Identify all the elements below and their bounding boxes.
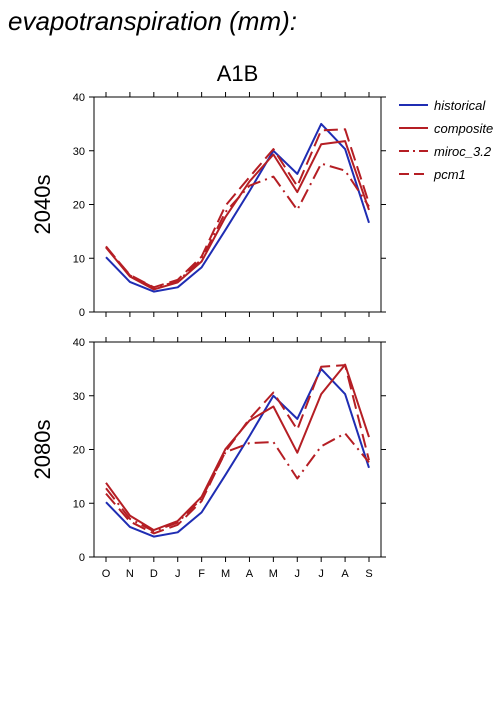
x-tick-label: M <box>221 568 230 580</box>
series-line-historical <box>105 122 370 293</box>
series-line-pcm1 <box>105 128 370 289</box>
page-title: evapotranspiration (mm): <box>8 6 297 36</box>
legend-label-historical: historical <box>434 98 486 113</box>
scenario-title: A1B <box>217 61 259 86</box>
x-tick-label: A <box>341 568 349 580</box>
x-tick-label: J <box>318 568 324 580</box>
y-tick-label: 30 <box>73 391 85 403</box>
chart-panels: 0 10 20 30 40 2040s A1B 0 10 20 30 40 O N D J F M A M J J A S 20… <box>30 61 386 580</box>
y-tick-label: 20 <box>73 200 85 212</box>
panel-ylabel: 2040s <box>30 175 55 235</box>
y-tick-label: 10 <box>73 498 85 510</box>
chart-panel-2080s: 0 10 20 30 40 O N D J F M A M J J A S 2080s <box>30 337 386 580</box>
x-tick-label: M <box>269 568 278 580</box>
x-tick-label: J <box>295 568 301 580</box>
chart-legend: historical composite miroc_3.2 pcm1 <box>399 98 493 182</box>
series-line-historical <box>105 367 370 538</box>
y-tick-label: 0 <box>79 552 85 564</box>
y-tick-label: 0 <box>79 307 85 319</box>
y-tick-label: 40 <box>73 337 85 349</box>
series-line-composite <box>105 363 370 532</box>
x-tick-label: O <box>102 568 111 580</box>
series-line-miroc_3.2 <box>105 432 370 533</box>
x-tick-label: F <box>198 568 205 580</box>
series-line-pcm1 <box>105 364 370 535</box>
y-tick-label: 30 <box>73 146 85 158</box>
y-tick-label: 20 <box>73 445 85 457</box>
panel-ylabel: 2080s <box>30 420 55 480</box>
legend-label-miroc_3.2: miroc_3.2 <box>434 144 492 159</box>
series-line-composite <box>105 140 370 291</box>
y-tick-label: 40 <box>73 92 85 104</box>
series-line-miroc_3.2 <box>105 162 370 289</box>
y-tick-label: 10 <box>73 253 85 265</box>
x-tick-label: J <box>175 568 181 580</box>
x-tick-label: N <box>126 568 134 580</box>
x-tick-label: A <box>246 568 254 580</box>
chart-panel-2040s: 0 10 20 30 40 2040s A1B <box>30 61 386 319</box>
legend-label-composite: composite <box>434 121 493 136</box>
legend-label-pcm1: pcm1 <box>433 167 466 182</box>
x-tick-label: D <box>150 568 158 580</box>
x-tick-label: S <box>365 568 372 580</box>
